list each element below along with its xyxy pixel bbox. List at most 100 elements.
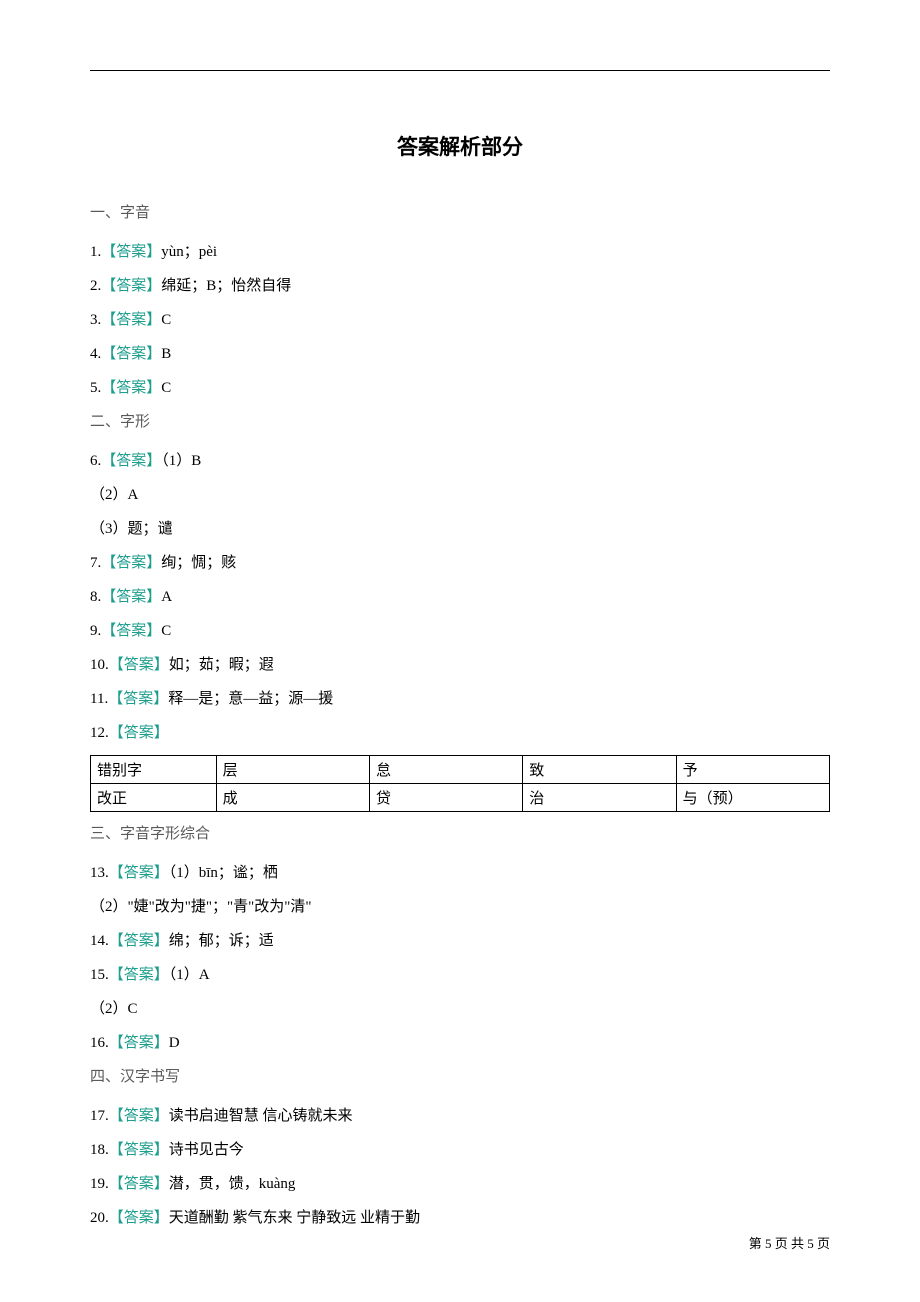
item-12: 12.【答案】 [90, 721, 830, 745]
item-number: 8. [90, 589, 101, 605]
item-4: 4.【答案】B [90, 342, 830, 366]
answer-label: 【答案】 [109, 725, 169, 741]
answer-label: 【答案】 [109, 865, 169, 881]
table-cell: 层 [216, 756, 369, 784]
item-number: 7. [90, 555, 101, 571]
answer-text: 如；茹；暇；遐 [169, 657, 274, 673]
section-3-heading: 三、字音字形综合 [90, 822, 830, 843]
item-number: 14. [90, 933, 109, 949]
answer-text: （1）A [169, 967, 210, 983]
top-border-line [90, 70, 830, 71]
item-number: 20. [90, 1210, 109, 1226]
answer-label: 【答案】 [109, 1176, 169, 1192]
answer-label: 【答案】 [101, 380, 161, 396]
item-6: 6.【答案】（1）B [90, 449, 830, 473]
table-cell: 与（预） [676, 784, 829, 812]
item-number: 15. [90, 967, 109, 983]
table-cell: 怠 [369, 756, 522, 784]
answer-label: 【答案】 [101, 312, 161, 328]
answer-text: D [169, 1035, 180, 1051]
item-number: 16. [90, 1035, 109, 1051]
answer-label: 【答案】 [109, 1210, 169, 1226]
answer-label: 【答案】 [101, 589, 161, 605]
item-number: 1. [90, 244, 101, 260]
item-15-sub2: （2）C [90, 997, 830, 1021]
table-cell-header: 错别字 [91, 756, 217, 784]
item-number: 3. [90, 312, 101, 328]
item-number: 12. [90, 725, 109, 741]
item-6-sub3: （3）题；谴 [90, 517, 830, 541]
table-cell-header: 改正 [91, 784, 217, 812]
answer-label: 【答案】 [109, 657, 169, 673]
answer-text: 诗书见古今 [169, 1142, 244, 1158]
answer-text: 潜，贯，馈，kuàng [169, 1176, 296, 1192]
item-15: 15.【答案】（1）A [90, 963, 830, 987]
answer-text: yùn；pèi [161, 244, 217, 260]
table-cell: 贷 [369, 784, 522, 812]
item-number: 6. [90, 453, 101, 469]
item-17: 17.【答案】读书启迪智慧 信心铸就未来 [90, 1104, 830, 1128]
table-cell: 致 [523, 756, 676, 784]
item-6-sub2: （2）A [90, 483, 830, 507]
item-13: 13.【答案】（1）bīn；谧；栖 [90, 861, 830, 885]
item-7: 7.【答案】绚；惆；赅 [90, 551, 830, 575]
answer-label: 【答案】 [109, 1108, 169, 1124]
answer-label: 【答案】 [101, 555, 161, 571]
answer-text: 释—是；意—益；源—援 [168, 691, 333, 707]
main-title: 答案解析部分 [90, 131, 830, 161]
item-number: 18. [90, 1142, 109, 1158]
item-2: 2.【答案】绵延；B；怡然自得 [90, 274, 830, 298]
answer-text: （1）bīn；谧；栖 [169, 865, 278, 881]
answer-text: B [161, 346, 171, 362]
section-4-heading: 四、汉字书写 [90, 1065, 830, 1086]
item-19: 19.【答案】潜，贯，馈，kuàng [90, 1172, 830, 1196]
answer-text: （1）B [161, 453, 201, 469]
answer-label: 【答案】 [101, 244, 161, 260]
item-number: 11. [90, 691, 108, 707]
section-2-heading: 二、字形 [90, 410, 830, 431]
page-container: 答案解析部分 一、字音 1.【答案】yùn；pèi 2.【答案】绵延；B；怡然自… [0, 0, 920, 1302]
answer-text: C [161, 623, 171, 639]
correction-table: 错别字 层 怠 致 予 改正 成 贷 治 与（预） [90, 755, 830, 812]
item-14: 14.【答案】绵；郁；诉；适 [90, 929, 830, 953]
answer-text: 天道酬勤 紫气东来 宁静致远 业精于勤 [169, 1210, 420, 1226]
item-1: 1.【答案】yùn；pèi [90, 240, 830, 264]
item-number: 13. [90, 865, 109, 881]
table-cell: 予 [676, 756, 829, 784]
answer-text: 绵延；B；怡然自得 [161, 278, 291, 294]
item-number: 5. [90, 380, 101, 396]
item-16: 16.【答案】D [90, 1031, 830, 1055]
answer-text: 绚；惆；赅 [161, 555, 236, 571]
item-5: 5.【答案】C [90, 376, 830, 400]
answer-label: 【答案】 [101, 623, 161, 639]
answer-label: 【答案】 [109, 1035, 169, 1051]
item-11: 11.【答案】释—是；意—益；源—援 [90, 687, 830, 711]
answer-text: 读书启迪智慧 信心铸就未来 [169, 1108, 353, 1124]
item-number: 2. [90, 278, 101, 294]
item-number: 9. [90, 623, 101, 639]
table-cell: 成 [216, 784, 369, 812]
answer-label: 【答案】 [101, 346, 161, 362]
answer-label: 【答案】 [109, 967, 169, 983]
answer-label: 【答案】 [109, 1142, 169, 1158]
table-row: 改正 成 贷 治 与（预） [91, 784, 830, 812]
item-number: 17. [90, 1108, 109, 1124]
item-number: 19. [90, 1176, 109, 1192]
table-row: 错别字 层 怠 致 予 [91, 756, 830, 784]
item-9: 9.【答案】C [90, 619, 830, 643]
page-footer: 第 5 页 共 5 页 [749, 1233, 830, 1252]
answer-label: 【答案】 [101, 278, 161, 294]
item-3: 3.【答案】C [90, 308, 830, 332]
answer-text: C [161, 312, 171, 328]
item-18: 18.【答案】诗书见古今 [90, 1138, 830, 1162]
item-20: 20.【答案】天道酬勤 紫气东来 宁静致远 业精于勤 [90, 1206, 830, 1230]
answer-text: A [161, 589, 172, 605]
answer-label: 【答案】 [109, 933, 169, 949]
item-13-sub2: （2）"婕"改为"捷"；"青"改为"清" [90, 895, 830, 919]
item-8: 8.【答案】A [90, 585, 830, 609]
item-10: 10.【答案】如；茹；暇；遐 [90, 653, 830, 677]
answer-label: 【答案】 [101, 453, 161, 469]
table-cell: 治 [523, 784, 676, 812]
section-1-heading: 一、字音 [90, 201, 830, 222]
item-number: 4. [90, 346, 101, 362]
